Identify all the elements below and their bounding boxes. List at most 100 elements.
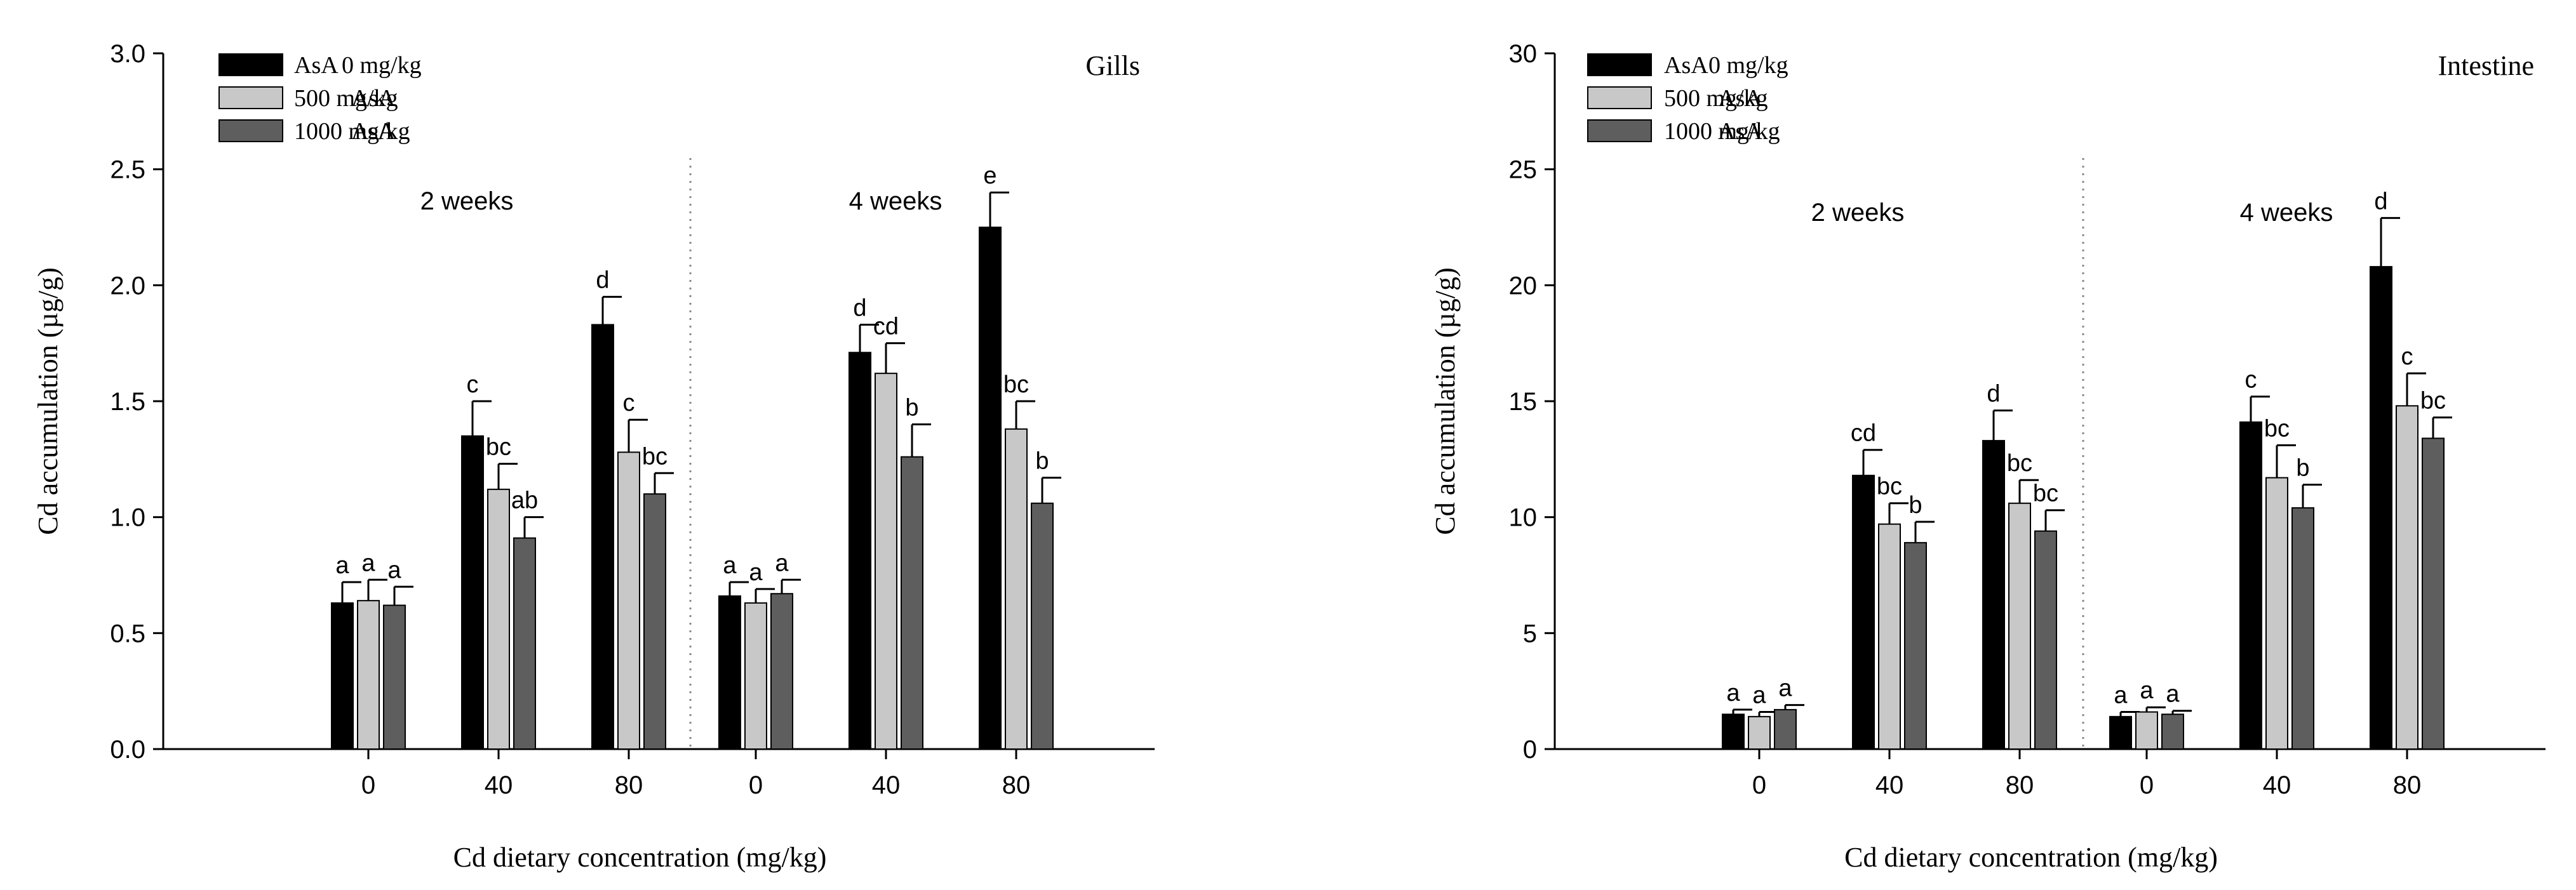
legend-label: AsA xyxy=(351,85,396,112)
bar xyxy=(744,602,767,750)
x-axis-title: Cd dietary concentration (mg/kg) xyxy=(453,842,827,873)
group-label: 2 weeks xyxy=(420,187,514,215)
bar xyxy=(2370,266,2392,750)
panel-title: Intestine xyxy=(2438,50,2534,81)
bar xyxy=(2239,421,2262,750)
x-tick-label: 0 xyxy=(749,771,763,799)
x-tick-label: 40 xyxy=(1875,771,1904,799)
significance-letter: a xyxy=(1752,682,1766,709)
significance-letter: bc xyxy=(2420,388,2446,415)
bar xyxy=(617,451,640,750)
legend-label: AsA xyxy=(1718,118,1762,145)
significance-letter: bc xyxy=(1003,371,1029,398)
significance-letter: b xyxy=(1909,492,1922,519)
bar xyxy=(2034,530,2057,750)
bar xyxy=(461,435,484,750)
y-tick-label: 10 xyxy=(1509,504,1538,532)
bar xyxy=(875,373,897,750)
significance-letter: a xyxy=(749,559,763,586)
y-tick-label: 2.5 xyxy=(110,156,145,184)
bar xyxy=(591,324,614,750)
significance-letter: c xyxy=(2245,367,2257,394)
group-label: 4 weeks xyxy=(2240,199,2333,227)
legend-dose: 1000 mg/kg xyxy=(294,118,410,145)
significance-letter: cd xyxy=(873,314,899,340)
significance-letter: ab xyxy=(511,488,538,514)
legend-dose: 0 mg/kg xyxy=(1708,52,1788,79)
group-label: 2 weeks xyxy=(1811,199,1905,227)
significance-letter: a xyxy=(361,550,375,576)
bar xyxy=(1904,541,1927,750)
x-tick-label: 80 xyxy=(1002,771,1031,799)
x-tick-label: 40 xyxy=(485,771,513,799)
y-tick-label: 30 xyxy=(1509,40,1538,68)
legend-label: AsA xyxy=(1664,52,1708,79)
significance-letter: e xyxy=(983,163,996,189)
significance-letter: bc xyxy=(1877,474,1902,500)
bar xyxy=(770,593,793,750)
significance-letter: c xyxy=(467,371,479,398)
bar xyxy=(718,595,741,750)
bar xyxy=(2422,437,2445,750)
y-tick-label: 1.5 xyxy=(110,388,145,416)
significance-letter: d xyxy=(2374,188,2387,215)
bar xyxy=(487,488,510,750)
legend-label: AsA xyxy=(294,52,339,79)
bar xyxy=(2008,502,2031,750)
significance-letter: a xyxy=(335,552,349,579)
significance-letter: c xyxy=(623,390,635,416)
bar xyxy=(643,493,666,750)
bar xyxy=(849,352,871,750)
x-axis-title: Cd dietary concentration (mg/kg) xyxy=(1844,842,2218,873)
bar xyxy=(357,600,380,750)
y-tick-label: 25 xyxy=(1509,156,1538,184)
bar xyxy=(1774,708,1797,750)
significance-letter: d xyxy=(853,295,866,321)
y-tick-label: 0.0 xyxy=(110,736,145,764)
significance-letter: b xyxy=(1035,448,1049,475)
legend-dose: 0 mg/kg xyxy=(342,52,422,79)
legend-dose: 500 mg/kg xyxy=(1664,85,1768,112)
legend-swatch xyxy=(218,119,283,142)
panel-title: Gills xyxy=(1085,50,1140,81)
group-label: 4 weeks xyxy=(849,187,943,215)
x-tick-label: 0 xyxy=(361,771,375,799)
x-tick-label: 80 xyxy=(2006,771,2034,799)
bar xyxy=(383,604,406,750)
significance-letter: b xyxy=(2296,455,2309,482)
y-tick-label: 0.5 xyxy=(110,620,145,648)
legend-swatch xyxy=(1587,86,1652,109)
panel-gills: 0.0 0.5 1.0 1.5 2.0 2.5 3.0 0 40 80 0 40 80 2 weeks 4 … xyxy=(32,40,1155,873)
significance-letter: bc xyxy=(642,443,667,470)
x-tick-label: 40 xyxy=(2263,771,2291,799)
bar xyxy=(1878,523,1901,750)
significance-letter: d xyxy=(596,267,609,294)
bar xyxy=(979,227,1002,750)
significance-letter: cd xyxy=(1851,420,1876,447)
x-tick-label: 0 xyxy=(1752,771,1766,799)
significance-letter: a xyxy=(2140,677,2154,704)
significance-letter: a xyxy=(723,552,737,579)
bar xyxy=(2109,715,2132,750)
bar xyxy=(2265,477,2288,750)
bar xyxy=(513,537,536,750)
y-axis-title: Cd accumulation (µg/g) xyxy=(1430,267,1461,535)
legend-swatch xyxy=(218,86,283,109)
bar xyxy=(2396,405,2418,750)
significance-letter: a xyxy=(2166,681,2180,708)
bar xyxy=(1852,474,1875,750)
significance-letter: a xyxy=(2114,682,2128,709)
significance-letter: b xyxy=(905,395,918,422)
y-tick-label: 1.0 xyxy=(110,504,145,532)
y-axis-title: Cd accumulation (µg/g) xyxy=(32,267,64,535)
y-tick-label: 2.0 xyxy=(110,272,145,300)
y-tick-label: 3.0 xyxy=(110,40,145,68)
bar xyxy=(2161,714,2184,750)
legend-label: AsA xyxy=(1718,85,1762,112)
significance-letter: bc xyxy=(2007,450,2032,477)
x-tick-label: 80 xyxy=(2393,771,2422,799)
legend-label: AsA xyxy=(351,118,396,145)
legend-dose: 1000 mg/kg xyxy=(1664,118,1780,145)
